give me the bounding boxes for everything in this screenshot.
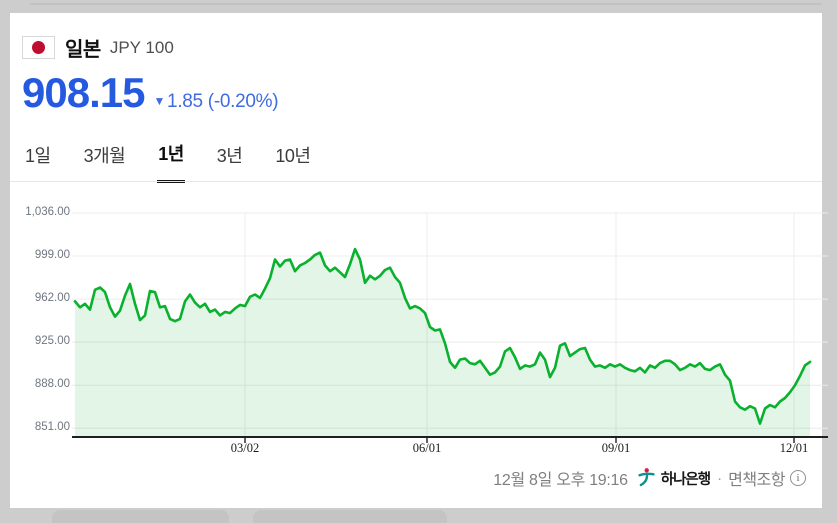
period-tabs: 1일 3개월 1년 3년 10년 xyxy=(24,140,311,183)
tab-3months[interactable]: 3개월 xyxy=(83,140,127,183)
background-tab-stub xyxy=(253,510,447,523)
currency-header: 일본 JPY 100 xyxy=(22,33,174,62)
separator-dot: · xyxy=(717,469,723,487)
tab-10years[interactable]: 10년 xyxy=(274,140,311,183)
tabs-divider xyxy=(10,181,822,182)
tab-1year[interactable]: 1년 xyxy=(157,140,185,183)
exchange-rate-card: 일본 JPY 100 908.15 ▼ 1.85 (-0.20%) 1일 3개월 … xyxy=(10,13,822,508)
bank-name: 하나은행 xyxy=(660,471,711,488)
japan-flag-sun xyxy=(32,41,45,54)
hana-bank-logo-icon xyxy=(638,468,655,487)
currency-code: JPY 100 xyxy=(109,37,174,57)
current-rate: 908.15 xyxy=(22,69,145,116)
disclaimer-link[interactable]: 면책조항 xyxy=(728,472,785,489)
down-arrow-icon: ▼ xyxy=(153,94,166,108)
info-icon[interactable]: i xyxy=(790,470,806,486)
top-divider xyxy=(30,3,822,5)
tab-1day[interactable]: 1일 xyxy=(24,140,52,183)
tab-3years[interactable]: 3년 xyxy=(216,140,244,183)
rate-change-text: 1.85 (-0.20%) xyxy=(167,91,279,112)
japan-flag-icon xyxy=(22,36,55,59)
price-row: 908.15 ▼ 1.85 (-0.20%) xyxy=(22,69,279,117)
data-source-link[interactable]: 하나은행 xyxy=(637,467,711,489)
rate-change: ▼ 1.85 (-0.20%) xyxy=(153,91,278,113)
last-updated-timestamp: 12월 8일 오후 19:16 xyxy=(493,472,628,489)
chart-footer: 12월 8일 오후 19:16 하나은행 · 면책조항 i xyxy=(493,465,806,491)
country-name: 일본 xyxy=(65,39,101,61)
background-tab-stub xyxy=(52,510,229,523)
